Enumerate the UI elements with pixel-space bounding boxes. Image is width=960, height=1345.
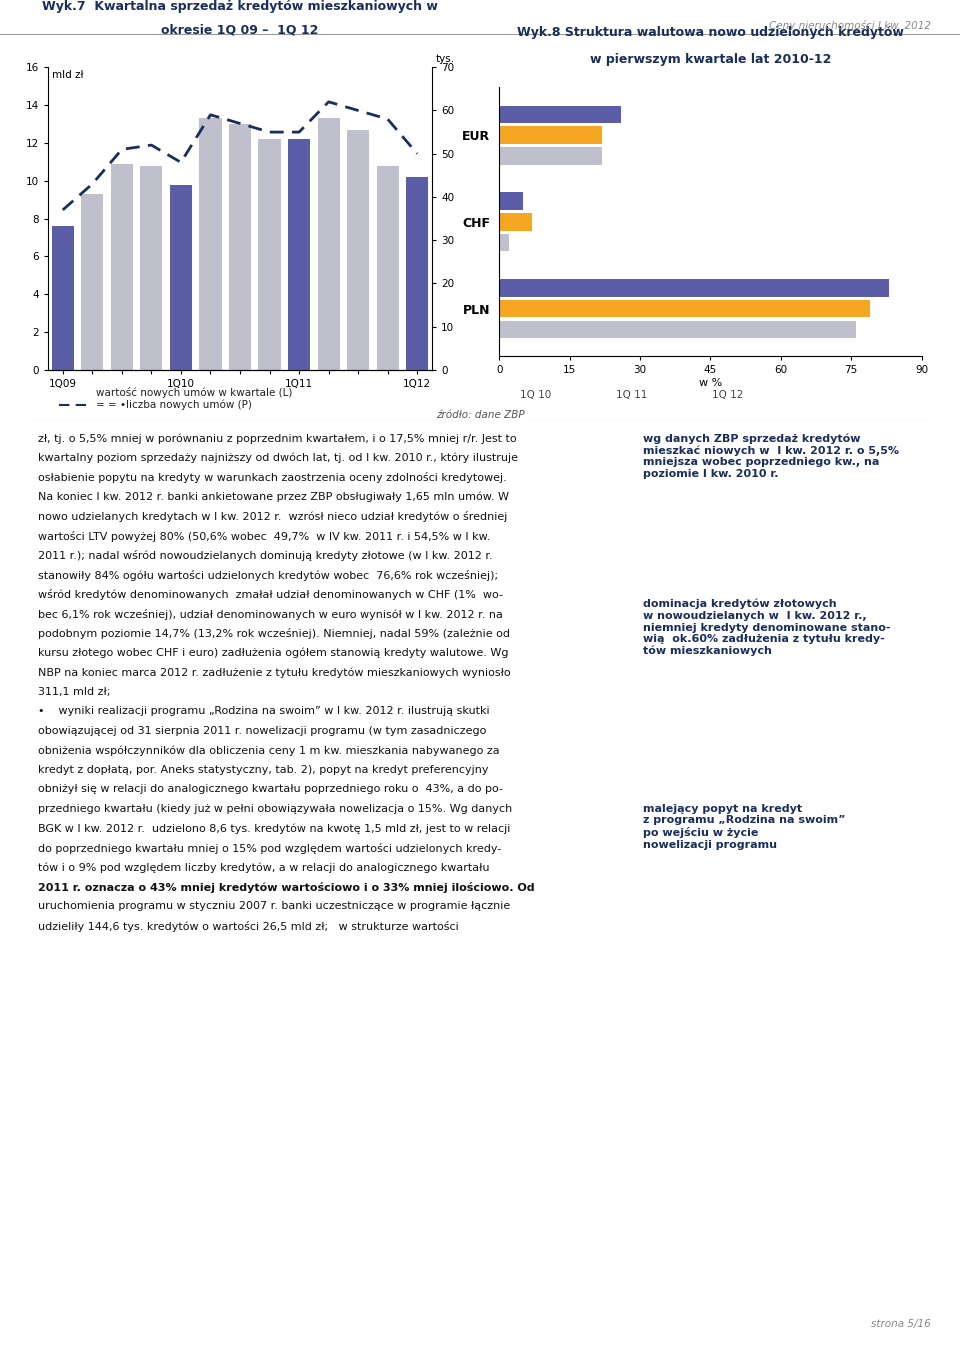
Text: okresie 1Q 09 –  1Q 12: okresie 1Q 09 – 1Q 12 [161, 24, 319, 36]
Bar [499, 300, 870, 317]
Text: = = •liczba nowych umów (P): = = •liczba nowych umów (P) [96, 399, 252, 410]
Bar [52, 226, 74, 370]
Bar [499, 192, 522, 210]
Text: •    wyniki realizacji programu „Rodzina na swoim” w I kw. 2012 r. ilustrują sku: • wyniki realizacji programu „Rodzina na… [38, 706, 490, 716]
Text: 1Q 10: 1Q 10 [520, 390, 552, 399]
Text: 1Q 12: 1Q 12 [712, 390, 744, 399]
Bar [499, 280, 889, 296]
Text: Ceny nieruchomości I kw. 2012: Ceny nieruchomości I kw. 2012 [769, 20, 931, 31]
Bar [376, 165, 398, 370]
Bar [288, 139, 310, 370]
X-axis label: w %: w % [699, 378, 722, 389]
Bar [499, 214, 532, 230]
Text: obniżenia współczynników dla obliczenia ceny 1 m kw. mieszkania nabywanego za: obniżenia współczynników dla obliczenia … [38, 745, 500, 756]
Text: mld zł: mld zł [52, 70, 84, 81]
Text: dominacja kredytów złotowych
w nowoudzielanych w  I kw. 2012 r.,
niemniej kredyt: dominacja kredytów złotowych w nowoudzie… [643, 599, 891, 656]
Bar [348, 129, 370, 370]
Bar [499, 126, 603, 144]
Text: wg danych ZBP sprzedaż kredytów
mieszkać niowych w  I kw. 2012 r. o 5,5%
mniejsz: wg danych ZBP sprzedaż kredytów mieszkać… [643, 433, 900, 479]
Text: Na koniec I kw. 2012 r. banki ankietowane przez ZBP obsługiwały 1,65 mln umów. W: Na koniec I kw. 2012 r. banki ankietowan… [38, 491, 510, 502]
Bar [406, 178, 428, 370]
Text: NBP na koniec marca 2012 r. zadłużenie z tytułu kredytów mieszkaniowych wyniosło: NBP na koniec marca 2012 r. zadłużenie z… [38, 667, 511, 678]
Text: Wyk.7  Kwartalna sprzedaż kredytów mieszkaniowych w: Wyk.7 Kwartalna sprzedaż kredytów mieszk… [42, 0, 438, 13]
Text: udzieliły 144,6 tys. kredytów o wartości 26,5 mld zł;   w strukturze wartości: udzieliły 144,6 tys. kredytów o wartości… [38, 920, 459, 932]
Text: malejący popyt na kredyt
z programu „Rodzina na swoim”
po wejściu w życie
noweli: malejący popyt na kredyt z programu „Rod… [643, 803, 846, 850]
Text: zł, tj. o 5,5% mniej w porównaniu z poprzednim kwartałem, i o 17,5% mniej r/r. J: zł, tj. o 5,5% mniej w porównaniu z popr… [38, 433, 517, 444]
Bar [82, 194, 104, 370]
Text: kursu złotego wobec CHF i euro) zadłużenia ogółem stanowią kredyty walutowe. Wg: kursu złotego wobec CHF i euro) zadłużen… [38, 647, 509, 658]
Bar [258, 139, 280, 370]
Text: nowo udzielanych kredytach w I kw. 2012 r.  wzrósł nieco udział kredytów o średn: nowo udzielanych kredytach w I kw. 2012 … [38, 511, 508, 522]
Text: uruchomienia programu w styczniu 2007 r. banki uczestniczące w programie łącznie: uruchomienia programu w styczniu 2007 r.… [38, 901, 511, 911]
Text: źródło: dane ZBP: źródło: dane ZBP [436, 410, 524, 420]
Text: obowiązującej od 31 sierpnia 2011 r. nowelizacji programu (w tym zasadniczego: obowiązującej od 31 sierpnia 2011 r. now… [38, 726, 487, 736]
Text: wartość nowych umów w kwartale (L): wartość nowych umów w kwartale (L) [96, 387, 293, 398]
Bar [140, 165, 162, 370]
Text: podobnym poziomie 14,7% (13,2% rok wcześniej). Niemniej, nadal 59% (zależnie od: podobnym poziomie 14,7% (13,2% rok wcześ… [38, 628, 511, 639]
Bar [110, 164, 132, 370]
Text: kwartalny poziom sprzedaży najniższy od dwóch lat, tj. od I kw. 2010 r., który i: kwartalny poziom sprzedaży najniższy od … [38, 452, 518, 463]
Text: tys.: tys. [436, 54, 455, 65]
Bar [499, 106, 621, 122]
Text: 1Q 11: 1Q 11 [616, 390, 648, 399]
Text: przedniego kwartału (kiedy już w pełni obowiązywała nowelizacja o 15%. Wg danych: przedniego kwartału (kiedy już w pełni o… [38, 803, 513, 814]
Text: osłabienie popytu na kredyty w warunkach zaostrzenia oceny zdolności kredytowej.: osłabienie popytu na kredyty w warunkach… [38, 472, 507, 483]
Text: bec 6,1% rok wcześniej), udział denominowanych w euro wynisół w I kw. 2012 r. na: bec 6,1% rok wcześniej), udział denomino… [38, 608, 503, 620]
Text: Wyk.8 Struktura walutowa nowo udzielonych kredytów: Wyk.8 Struktura walutowa nowo udzielonyc… [517, 26, 903, 39]
Bar [499, 234, 509, 252]
Text: wśród kredytów denominowanych  zmałał udział denominowanych w CHF (1%  wo-: wśród kredytów denominowanych zmałał udz… [38, 589, 503, 600]
Bar [499, 148, 603, 164]
Bar [499, 321, 856, 338]
Bar [200, 118, 222, 370]
Text: BGK w I kw. 2012 r.  udzielono 8,6 tys. kredytów na kwotę 1,5 mld zł, jest to w : BGK w I kw. 2012 r. udzielono 8,6 tys. k… [38, 823, 511, 834]
Text: kredyt z dopłatą, por. Aneks statystyczny, tab. 2), popyt na kredyt preferencyjn: kredyt z dopłatą, por. Aneks statystyczn… [38, 764, 489, 775]
Text: 2011 r.); nadal wśród nowoudzielanych dominują kredyty złotowe (w I kw. 2012 r.: 2011 r.); nadal wśród nowoudzielanych do… [38, 550, 493, 561]
Bar [170, 184, 192, 370]
Text: do poprzedniego kwartału mniej o 15% pod względem wartości udzielonych kredy-: do poprzedniego kwartału mniej o 15% pod… [38, 842, 502, 854]
Text: w pierwszym kwartale lat 2010-12: w pierwszym kwartale lat 2010-12 [589, 52, 831, 66]
Text: wartości LTV powyżej 80% (50,6% wobec  49,7%  w IV kw. 2011 r. i 54,5% w I kw.: wartości LTV powyżej 80% (50,6% wobec 49… [38, 530, 491, 542]
Text: stanowiły 84% ogółu wartości udzielonych kredytów wobec  76,6% rok wcześniej);: stanowiły 84% ogółu wartości udzielonych… [38, 570, 498, 581]
Bar [318, 118, 340, 370]
Text: tów i o 9% pod względem liczby kredytów, a w relacji do analogicznego kwartału: tów i o 9% pod względem liczby kredytów,… [38, 862, 490, 873]
Text: strona 5/16: strona 5/16 [872, 1319, 931, 1329]
Text: 2011 r. oznacza o 43% mniej kredytów wartościowo i o 33% mniej ilościowo. Od: 2011 r. oznacza o 43% mniej kredytów war… [38, 882, 535, 893]
Bar [228, 124, 252, 370]
Text: obniżył się w relacji do analogicznego kwartału poprzedniego roku o  43%, a do p: obniżył się w relacji do analogicznego k… [38, 784, 503, 794]
Text: 311,1 mld zł;: 311,1 mld zł; [38, 686, 110, 697]
